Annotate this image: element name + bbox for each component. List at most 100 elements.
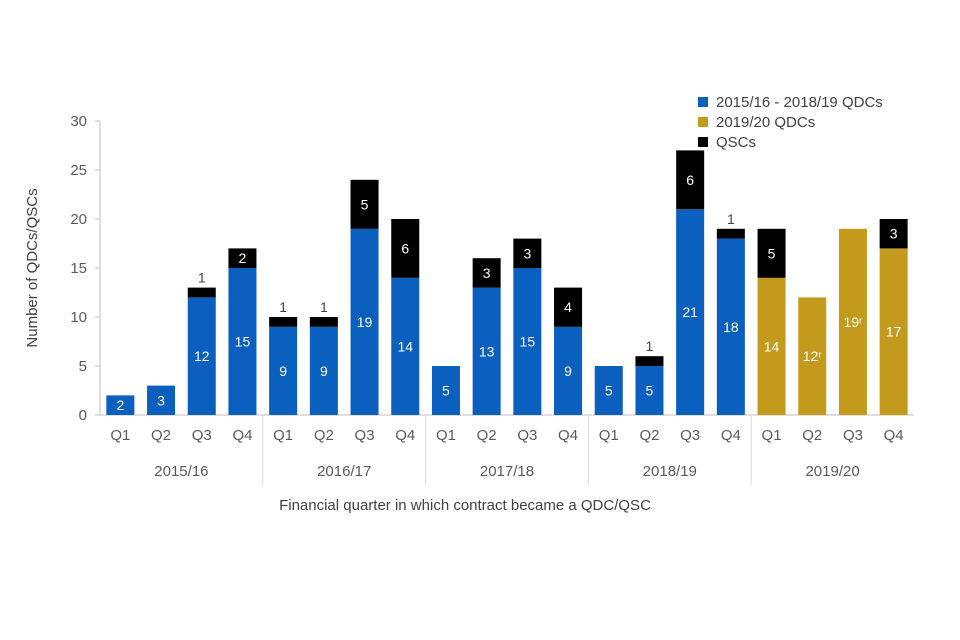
data-label: 19ʳ	[843, 314, 863, 330]
data-label: 5	[646, 383, 654, 399]
bar-segment	[757, 228, 786, 278]
x-tick-label: Q3	[192, 427, 212, 444]
y-tick-label: 5	[79, 358, 87, 375]
x-tick-label: Q4	[884, 427, 904, 444]
bar-segment	[309, 326, 338, 415]
data-label: 14	[397, 338, 413, 354]
data-label: 18	[723, 319, 739, 335]
data-label: 4	[564, 299, 572, 315]
bar-segment	[106, 395, 135, 415]
bar-segment	[391, 277, 420, 415]
legend-swatch	[698, 97, 708, 107]
bar-segment	[554, 287, 583, 327]
data-label: 2	[116, 397, 124, 413]
bar-segment	[391, 219, 420, 278]
data-label: 14	[764, 338, 780, 354]
bar-segment	[269, 326, 298, 415]
bar-segment	[716, 238, 745, 415]
bar-segment	[635, 366, 664, 415]
data-label: 6	[401, 240, 409, 256]
x-tick-label: Q2	[639, 427, 659, 444]
bar-segment	[350, 179, 379, 229]
y-tick-label: 10	[70, 309, 87, 326]
x-group-label: 2017/18	[480, 463, 534, 480]
x-tick-label: Q1	[110, 427, 130, 444]
y-tick-label: 15	[70, 260, 87, 277]
legend-label: 2019/20 QDCs	[716, 114, 815, 131]
bar-segment	[879, 219, 908, 249]
data-label: 9	[320, 363, 328, 379]
bars	[106, 150, 908, 415]
x-tick-label: Q1	[273, 427, 293, 444]
x-tick-label: Q4	[232, 427, 252, 444]
x-tick-label: Q3	[680, 427, 700, 444]
legend-label: 2015/16 - 2018/19 QDCs	[716, 94, 883, 111]
bar-segment	[228, 268, 257, 415]
x-tick-label: Q3	[517, 427, 537, 444]
bar-segment	[513, 268, 542, 415]
bar-segment	[350, 228, 379, 415]
x-tick-label: Q4	[395, 427, 415, 444]
bar-segment	[594, 366, 623, 415]
x-tick-label: Q4	[558, 427, 578, 444]
x-tick-label: Q4	[721, 427, 741, 444]
bar-segment	[676, 150, 705, 210]
data-label: 1	[320, 299, 328, 315]
bar-segment	[147, 385, 176, 415]
x-tick-label: Q2	[802, 427, 822, 444]
data-label: 12ʳ	[803, 348, 823, 364]
data-label: 5	[768, 245, 776, 261]
y-tick-label: 25	[70, 162, 87, 179]
legend: 2015/16 - 2018/19 QDCs 2019/20 QDCs QSCs	[698, 94, 883, 151]
legend-swatch	[698, 117, 708, 127]
data-label: 21	[682, 304, 698, 320]
bar-segment	[309, 317, 338, 327]
data-label: 3	[523, 245, 531, 261]
data-label: 5	[442, 383, 450, 399]
bar-segment	[879, 248, 908, 415]
bar-segment	[269, 317, 298, 327]
bar-segment	[676, 209, 705, 415]
x-tick-label: Q1	[436, 427, 456, 444]
data-label: 9	[279, 363, 287, 379]
y-tick-label: 0	[79, 407, 87, 424]
x-group-label: 2019/20	[805, 463, 859, 480]
x-tick-label: Q3	[355, 427, 375, 444]
legend-swatch	[698, 137, 708, 147]
bar-segment	[798, 297, 827, 415]
data-label: 13	[479, 343, 495, 359]
bar-segment	[716, 228, 745, 239]
data-label: 19	[357, 314, 373, 330]
x-axis-title: Financial quarter in which contract beca…	[279, 497, 651, 514]
x-group-label: 2016/17	[317, 463, 371, 480]
bar-segment	[431, 366, 460, 415]
bar-segment	[513, 238, 542, 268]
data-label: 3	[157, 392, 165, 408]
y-axis-title: Number of QDCs/QSCs	[24, 188, 41, 347]
bar-segment	[228, 248, 257, 268]
bar-segment	[554, 326, 583, 415]
data-label: 6	[686, 172, 694, 188]
y-tick-label: 30	[70, 113, 87, 130]
x-tick-label: Q1	[762, 427, 782, 444]
legend-label: QSCs	[716, 134, 756, 151]
data-label: 1	[279, 299, 287, 315]
x-group-label: 2018/19	[643, 463, 697, 480]
x-tick-label: Q2	[477, 427, 497, 444]
x-tick-label: Q2	[151, 427, 171, 444]
data-label: 1	[727, 211, 735, 227]
data-label: 3	[890, 226, 898, 242]
bar-segment	[757, 277, 786, 415]
x-tick-label: Q3	[843, 427, 863, 444]
data-label: 1	[198, 270, 206, 286]
data-label: 3	[483, 265, 491, 281]
y-tick-label: 20	[70, 211, 87, 228]
bar-segment	[187, 287, 216, 298]
bar-segment	[187, 297, 216, 415]
bar-segment	[472, 258, 501, 288]
data-label: 12	[194, 348, 210, 364]
data-label: 1	[646, 338, 654, 354]
